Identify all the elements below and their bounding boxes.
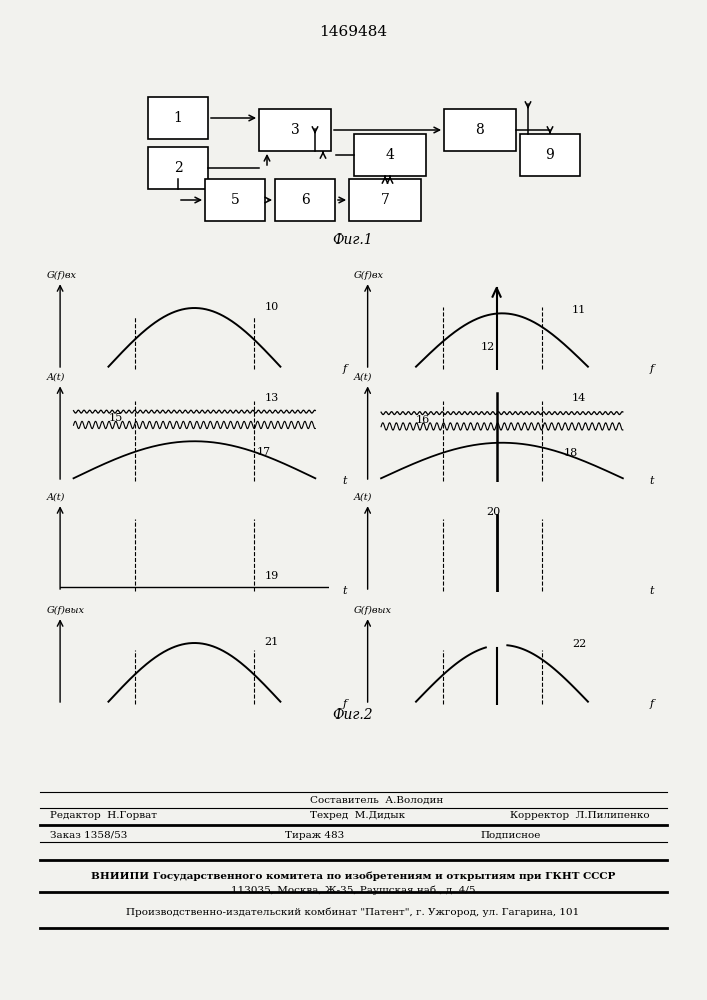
Bar — [275, 179, 335, 221]
Text: t: t — [650, 586, 654, 596]
Text: 19: 19 — [264, 571, 279, 581]
Text: 21: 21 — [264, 637, 279, 647]
Text: Заказ 1358/53: Заказ 1358/53 — [50, 830, 127, 840]
Text: f: f — [650, 699, 654, 709]
Text: 1469484: 1469484 — [319, 25, 387, 39]
Text: t: t — [342, 586, 346, 596]
Text: 20: 20 — [486, 507, 500, 517]
Text: 18: 18 — [563, 448, 578, 458]
Bar — [349, 179, 421, 221]
Text: 12: 12 — [481, 342, 495, 352]
Text: 10: 10 — [264, 302, 279, 312]
Text: Корректор  Л.Пилипенко: Корректор Л.Пилипенко — [510, 812, 650, 820]
Text: G(f)вх: G(f)вх — [354, 271, 384, 280]
Text: A(t): A(t) — [354, 493, 373, 502]
Text: 113035, Москва, Ж-35, Раушская наб., д. 4/5: 113035, Москва, Ж-35, Раушская наб., д. … — [230, 885, 475, 895]
Text: Тираж 483: Тираж 483 — [285, 830, 344, 840]
Text: 8: 8 — [476, 123, 484, 137]
Bar — [148, 147, 208, 189]
Text: A(t): A(t) — [47, 373, 65, 382]
Text: Техред  М.Дидык: Техред М.Дидык — [310, 812, 405, 820]
Text: 17: 17 — [256, 447, 270, 457]
Text: 1: 1 — [173, 111, 182, 125]
Text: 4: 4 — [385, 148, 395, 162]
Text: Фиг.2: Фиг.2 — [333, 708, 373, 722]
Text: f: f — [342, 699, 346, 709]
Text: Производственно-издательский комбинат "Патент", г. Ужгород, ул. Гагарина, 101: Производственно-издательский комбинат "П… — [127, 907, 580, 917]
Text: 5: 5 — [230, 193, 240, 207]
Text: G(f)вых: G(f)вых — [47, 606, 85, 615]
Text: 2: 2 — [174, 161, 182, 175]
Text: 7: 7 — [380, 193, 390, 207]
Text: Фиг.1: Фиг.1 — [333, 233, 373, 247]
Bar — [520, 134, 580, 176]
Text: f: f — [650, 364, 654, 374]
Text: G(f)вх: G(f)вх — [47, 271, 76, 280]
Bar — [354, 134, 426, 176]
Text: Подписное: Подписное — [480, 830, 540, 840]
Text: t: t — [342, 476, 346, 486]
Text: 15: 15 — [108, 413, 123, 423]
Text: Составитель  А.Володин: Составитель А.Володин — [310, 796, 443, 804]
Bar — [205, 179, 265, 221]
Text: ВНИИПИ Государственного комитета по изобретениям и открытиям при ГКНТ СССР: ВНИИПИ Государственного комитета по изоб… — [90, 871, 615, 881]
Text: Редактор  Н.Горват: Редактор Н.Горват — [50, 812, 157, 820]
Text: f: f — [342, 364, 346, 374]
Text: 16: 16 — [416, 415, 431, 425]
Text: A(t): A(t) — [47, 493, 65, 502]
Text: 14: 14 — [572, 393, 586, 403]
Text: 11: 11 — [572, 305, 586, 315]
Text: 6: 6 — [300, 193, 310, 207]
Bar — [444, 109, 516, 151]
Text: 22: 22 — [572, 639, 586, 649]
Text: 13: 13 — [264, 393, 279, 403]
Text: G(f)вых: G(f)вых — [354, 606, 392, 615]
Text: 3: 3 — [291, 123, 299, 137]
Bar — [148, 97, 208, 139]
Text: t: t — [650, 476, 654, 486]
Text: A(t): A(t) — [354, 373, 373, 382]
Text: 9: 9 — [546, 148, 554, 162]
Bar — [259, 109, 331, 151]
